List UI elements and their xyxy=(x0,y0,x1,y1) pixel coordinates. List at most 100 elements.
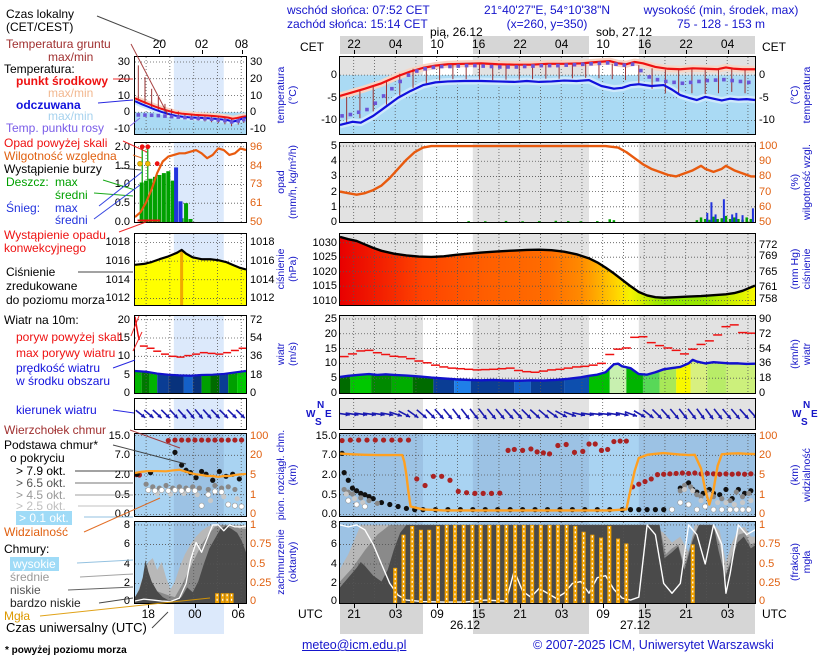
legend-item: * powyżej poziomu morza xyxy=(5,645,127,656)
okta-main-chart xyxy=(340,522,755,603)
panel-title-opad(mmhkgmh): opad (mm/h, kg/m²/h) xyxy=(275,144,299,220)
legend-item: > 0.1 okt. xyxy=(16,511,72,525)
opad-main-chart xyxy=(340,143,755,222)
utc-label-right: UTC xyxy=(762,607,787,621)
temp-right-axis: 0 -5 -10 xyxy=(759,69,775,127)
temp-left-axis: 0 -5 -10 xyxy=(321,69,337,127)
mini-frac-right-axis: 1 0.75 0.5 0.25 0 xyxy=(250,518,272,607)
legend-item: poryw powyżej skali xyxy=(16,330,123,344)
panel-title-(frakcja)mga: (frakcja) mgła xyxy=(789,543,813,581)
panel-title-pionrozcigchm(km): pion. rozciągł. chm. (km) xyxy=(275,429,299,521)
legend-item: max xyxy=(55,175,78,189)
panel-title-(°C)temperatura: (°C) temperatura xyxy=(789,66,813,124)
sunset-time: zachód słońca: 15:14 CET xyxy=(287,17,428,31)
grid-xy: (x=260, y=350) xyxy=(506,17,588,31)
mini-temp-left-axis: 30 20 10 0 -10 xyxy=(114,56,130,135)
dir-mini-panel xyxy=(134,398,247,430)
legend-item: prędkość wiatru xyxy=(16,361,101,375)
mini-wind-left-axis: 20 15 10 5 0 xyxy=(117,313,130,399)
legend-item: Deszcz: xyxy=(6,175,49,189)
legend-item: max xyxy=(55,201,78,215)
dir-mini-chart xyxy=(135,399,246,429)
legend-item: > 2.5 okt. xyxy=(16,499,66,513)
temp-main-chart xyxy=(340,57,755,134)
mini-pres-right-axis: 1018 1016 1014 1012 xyxy=(250,236,275,305)
legend-item: zredukowane xyxy=(6,279,78,293)
mini-wind-right-axis: 72 54 36 18 0 xyxy=(250,313,263,399)
opad-main-panel xyxy=(339,142,756,223)
legend-item: Temperatura gruntu xyxy=(6,37,111,51)
okta-mini-panel xyxy=(134,521,247,604)
panel-title-zachmurzenie(oktan: zachmurzenie (oktanty) xyxy=(275,529,299,595)
wind-main-panel xyxy=(339,315,756,394)
legend: Czas lokalny (CET/CEST) Temperatura gruntu… xyxy=(0,0,160,660)
legend-item: wysokie xyxy=(10,557,59,571)
legend-item: średnie xyxy=(10,570,50,584)
cet-label-right: CET xyxy=(762,40,786,54)
legend-item: odczuwana xyxy=(16,98,81,112)
sunrise-time: wschód słońca: 07:52 CET xyxy=(287,3,430,17)
frac-right-axis: 1 0.75 0.5 0.25 0 xyxy=(759,518,781,607)
okta-mini-chart xyxy=(135,522,246,603)
cloud-main-panel xyxy=(339,433,756,517)
day-label-saturday: sob, 27.12 xyxy=(596,25,653,39)
legend-item: Ciśnienie xyxy=(6,265,56,279)
legend-item: max porywy wiatru xyxy=(16,346,116,360)
cet-label-left: CET xyxy=(300,40,324,54)
legend-item: Czas uniwersalny (UTC) xyxy=(6,620,147,635)
copyright-text: © 2007-2025 ICM, Uniwersytet Warszawski xyxy=(533,638,774,652)
panel-title-temperatura(°C): temperatura (°C) xyxy=(275,66,299,124)
panel-title-(km)widzialno: (km) widzialność xyxy=(789,448,813,502)
legend-item: średni xyxy=(55,213,88,227)
contact-email-link[interactable]: meteo@icm.edu.pl xyxy=(302,638,407,652)
legend-item: o pokryciu xyxy=(10,451,65,465)
legend-item: max/min xyxy=(48,109,94,123)
pres-mini-chart xyxy=(135,234,246,305)
legend-item: niskie xyxy=(10,583,41,597)
wind-left-axis: 25 20 15 10 5 0 xyxy=(324,312,337,399)
legend-item: (CET/CEST) xyxy=(6,20,74,34)
opad-mini-chart xyxy=(135,143,246,222)
legend-item: > 4.5 okt. xyxy=(16,488,66,502)
panel-title-(mmHg)cinienie: (mm Hg) ciśnienie xyxy=(789,248,813,290)
panel-title-()wilgotnowzgl: (%) wilgotność wzgl. xyxy=(789,144,813,220)
day-label-friday: pią, 26.12 xyxy=(430,25,483,39)
cloud-left-axis: 15.0 7.0 2.0 0.5 0.0 xyxy=(315,429,337,521)
cloud-main-chart xyxy=(340,434,755,516)
vis-right-axis: 100 20 5 1 0 xyxy=(759,429,778,521)
dir-main-chart xyxy=(340,399,755,429)
cet-strip-main: 22 04 10 16 22 04 10 16 22 04 xyxy=(340,36,755,54)
legend-item: Widzialność xyxy=(4,525,69,539)
legend-item: > 7.9 okt. xyxy=(16,464,66,478)
legend-item: Wystąpienie burzy xyxy=(4,162,102,176)
utc-label-left: UTC xyxy=(298,607,323,621)
panel-title-(kmh)wiatr: (km/h) wiatr xyxy=(789,339,813,369)
mini-hum-right-axis: 96 84 73 61 50 xyxy=(250,140,263,228)
legend-item: średni xyxy=(55,188,88,202)
wind-mini-chart xyxy=(135,316,246,393)
legend-item: Podstawa chmur* xyxy=(4,438,99,452)
location-coordinates: 21°40'27"E, 54°10'38"N xyxy=(483,3,611,17)
legend-item: Wystąpienie opadu xyxy=(4,228,106,242)
legend-item: Chmury: xyxy=(4,542,50,556)
temp-main-panel xyxy=(339,56,756,135)
date-label-2712: 27.12 xyxy=(619,618,651,632)
pres-mini-panel xyxy=(134,233,247,306)
legend-item: kierunek wiatru xyxy=(16,403,97,417)
wind-main-chart xyxy=(340,316,755,393)
mini-temp-right-axis: 30 20 10 0 -10 xyxy=(250,56,266,135)
legend-item: w środku obszaru xyxy=(16,374,111,388)
panel-title-cinienie(hPa): ciśnienie (hPa) xyxy=(275,248,299,290)
legend-item: do poziomu morza xyxy=(6,293,105,307)
legend-item: Temperatura: xyxy=(4,62,75,76)
legend-item: max/min xyxy=(48,86,94,100)
hum-right-axis: 100 90 80 70 60 50 xyxy=(759,140,778,228)
altitude-value: 75 - 128 - 153 m xyxy=(676,17,766,31)
panel-title-wiatr(ms): wiatr (m/s) xyxy=(275,342,299,366)
